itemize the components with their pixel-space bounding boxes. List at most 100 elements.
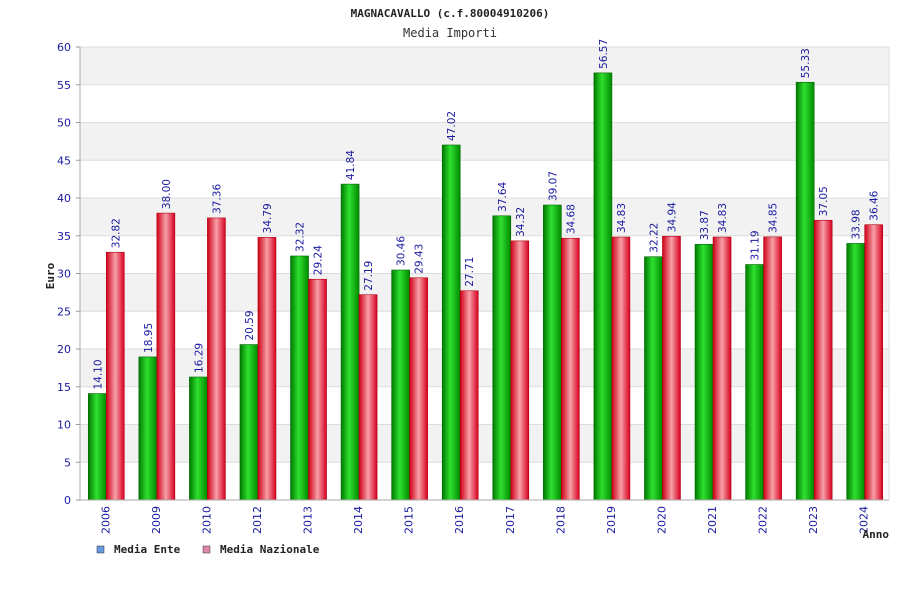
label-ente-2009: 18.95: [143, 323, 155, 353]
label-nazionale-2016: 27.71: [464, 257, 476, 287]
x-tick-label: 2010: [200, 506, 213, 534]
label-ente-2013: 32.32: [295, 222, 307, 252]
bar-nazionale-2019: [611, 236, 631, 501]
label-ente-2022: 31.19: [750, 230, 762, 260]
x-axis-label: Anno: [863, 528, 890, 541]
bars: [87, 72, 884, 501]
axes: [79, 47, 890, 501]
x-axis-ticks: 2006 2009 2010 2012 2013 2014 2015 2016 2017 2018…: [99, 506, 870, 534]
y-tick-label: 50: [57, 117, 71, 130]
bar-nazionale-2015: [409, 277, 428, 501]
x-tick-label: 2017: [504, 506, 517, 534]
bar-ente-2017: [492, 215, 512, 501]
bar-nazionale-2018: [561, 237, 580, 501]
bar-ente-2006: [87, 393, 107, 501]
label-nazionale-2013: 29.24: [313, 245, 325, 275]
legend: Media Ente Media Nazionale: [96, 543, 320, 556]
label-nazionale-2014: 27.19: [363, 261, 375, 291]
label-nazionale-2009: 38.00: [161, 179, 173, 209]
y-tick-label: 10: [57, 419, 71, 432]
bar-ente-2016: [441, 144, 461, 501]
label-ente-2019: 56.57: [598, 39, 610, 69]
chart-subtitle: Media Importi: [403, 26, 497, 40]
label-nazionale-2020: 34.94: [666, 202, 678, 232]
legend-label-ente: Media Ente: [114, 543, 181, 556]
y-tick-label: 25: [57, 305, 71, 318]
bar-nazionale-2013: [308, 278, 327, 501]
chart-title: MAGNACAVALLO (c.f.80004910206): [351, 7, 550, 20]
label-nazionale-2012: 34.79: [262, 203, 274, 233]
x-tick-label: 2014: [352, 506, 365, 534]
bar-ente-2024: [846, 243, 866, 501]
y-tick-label: 30: [57, 268, 71, 281]
label-ente-2018: 39.07: [547, 171, 559, 201]
label-nazionale-2018: 34.68: [565, 204, 577, 234]
bar-nazionale-2014: [358, 294, 378, 501]
bar-ente-2009: [138, 356, 158, 501]
x-tick-label: 2021: [706, 506, 719, 534]
label-ente-2021: 33.87: [699, 210, 711, 240]
label-nazionale-2024: 36.46: [869, 190, 881, 220]
label-ente-2014: 41.84: [345, 150, 357, 180]
x-tick-label: 2023: [807, 506, 820, 534]
label-nazionale-2010: 37.36: [211, 184, 223, 214]
bar-ente-2015: [391, 269, 410, 501]
bar-nazionale-2012: [257, 237, 277, 501]
y-tick-label: 5: [64, 456, 71, 469]
x-tick-label: 2006: [99, 506, 112, 534]
label-nazionale-2015: 29.43: [414, 244, 426, 274]
x-tick-label: 2019: [605, 506, 618, 534]
bar-nazionale-2024: [864, 224, 884, 501]
bar-nazionale-2010: [207, 217, 226, 501]
bar-ente-2014: [340, 183, 360, 501]
y-axis-ticks: 0 5 10 15 20 25 30 35 40 45 50 55 60: [57, 41, 80, 507]
bar-nazionale-2009: [156, 212, 176, 501]
bar-nazionale-2023: [813, 219, 833, 501]
x-tick-label: 2016: [453, 506, 466, 534]
legend-swatch-ente: [96, 545, 105, 554]
label-ente-2006: 14.10: [92, 359, 104, 389]
label-nazionale-2019: 34.83: [616, 203, 628, 233]
label-nazionale-2022: 34.85: [768, 203, 780, 233]
bar-ente-2020: [644, 256, 663, 501]
bar-nazionale-2017: [510, 240, 530, 501]
bar-nazionale-2021: [712, 236, 732, 501]
x-tick-label: 2009: [150, 506, 163, 534]
label-ente-2015: 30.46: [396, 236, 408, 266]
bar-ente-2018: [543, 204, 562, 501]
label-ente-2012: 20.59: [244, 310, 256, 340]
x-tick-label: 2012: [251, 506, 264, 534]
y-axis-label: Euro: [44, 262, 57, 289]
x-tick-label: 2020: [655, 506, 668, 534]
x-tick-label: 2022: [757, 506, 770, 534]
y-tick-label: 40: [57, 192, 71, 205]
y-tick-label: 20: [57, 343, 71, 356]
y-tick-label: 60: [57, 41, 71, 54]
bar-ente-2022: [745, 264, 764, 501]
x-tick-label: 2013: [302, 506, 315, 534]
bar-ente-2013: [290, 255, 309, 501]
label-nazionale-2023: 37.05: [818, 186, 830, 216]
y-tick-label: 15: [57, 381, 71, 394]
bar-ente-2023: [795, 81, 815, 501]
bar-ente-2019: [593, 72, 613, 501]
bar-ente-2012: [239, 344, 259, 501]
y-tick-label: 0: [64, 494, 71, 507]
label-ente-2024: 33.98: [851, 209, 863, 239]
legend-label-nazionale: Media Nazionale: [220, 543, 320, 556]
label-ente-2016: 47.02: [446, 111, 458, 141]
bar-nazionale-2016: [459, 290, 479, 501]
bar-nazionale-2006: [105, 251, 125, 501]
label-ente-2020: 32.22: [648, 223, 660, 253]
label-nazionale-2017: 34.32: [515, 207, 527, 237]
grid-band: [80, 122, 889, 161]
x-tick-label: 2018: [554, 506, 567, 534]
label-ente-2010: 16.29: [193, 343, 205, 373]
x-tick-label: 2024: [858, 506, 871, 534]
grid-band: [80, 47, 889, 85]
label-nazionale-2021: 34.83: [717, 203, 729, 233]
y-tick-label: 45: [57, 154, 71, 167]
bar-nazionale-2022: [763, 236, 782, 501]
y-tick-label: 55: [57, 79, 71, 92]
